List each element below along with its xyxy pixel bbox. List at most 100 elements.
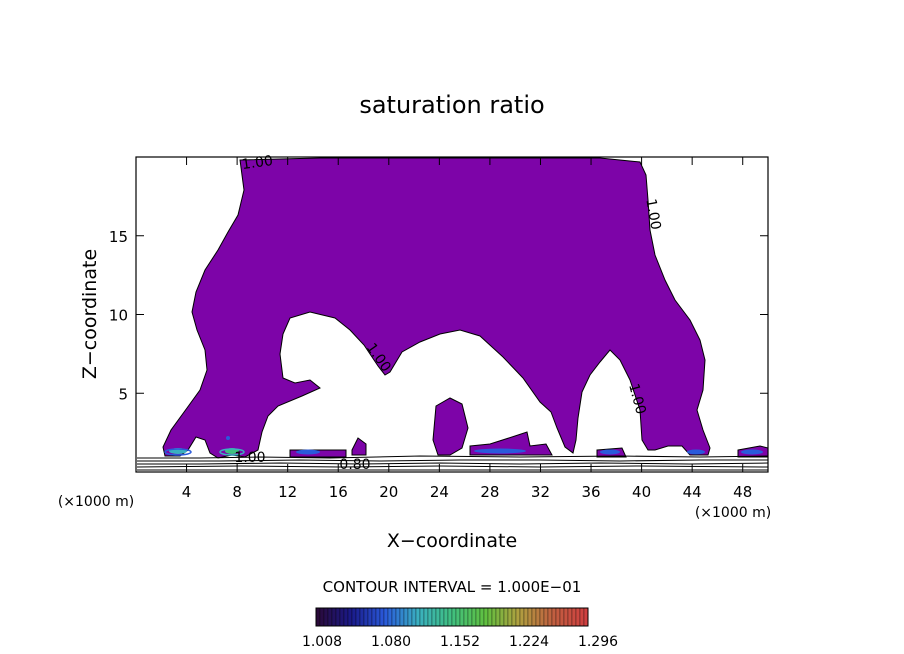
colorbar-swatch xyxy=(419,607,425,627)
colorbar-swatch xyxy=(359,607,365,627)
surface-contour-lines xyxy=(136,455,769,471)
x-tick-label: 28 xyxy=(480,483,499,501)
x-tick-label: 24 xyxy=(430,483,449,501)
colorbar-swatch xyxy=(511,607,517,627)
y-tick-label: 5 xyxy=(118,385,128,403)
colorbar-label: 1.296 xyxy=(578,634,618,650)
colorbar-swatch xyxy=(475,607,481,627)
colorbar-swatch xyxy=(539,607,545,627)
contour-labels: 1.00 1.00 1.00 1.00 1.00 0.80 xyxy=(234,153,663,473)
contour-interval-text: CONTOUR INTERVAL = 1.000E−01 xyxy=(323,578,582,596)
colorbar-swatch xyxy=(487,607,493,627)
colorbar-swatch xyxy=(431,607,437,627)
colorbar-swatch xyxy=(395,607,401,627)
colorbar-swatch xyxy=(503,607,509,627)
colorbar-swatch xyxy=(535,607,541,627)
supersaturated-region xyxy=(162,157,711,459)
colorbar-label: 1.080 xyxy=(371,634,411,650)
blue-patch xyxy=(296,449,320,455)
y-axis-ticks: 5 10 15 xyxy=(109,228,768,403)
x-tick-label: 40 xyxy=(632,483,651,501)
x-tick-label: 44 xyxy=(683,483,702,501)
supersaturated-cell-24km xyxy=(432,397,469,456)
colorbar-swatch xyxy=(499,607,505,627)
colorbar-swatch xyxy=(343,607,349,627)
colorbar-swatch xyxy=(355,607,361,627)
high-saturation-patches xyxy=(164,436,763,456)
colorbar-label: 1.152 xyxy=(440,634,480,650)
colorbar-swatch xyxy=(447,607,453,627)
colorbar-swatch xyxy=(339,607,345,627)
colorbar-swatch xyxy=(471,607,477,627)
colorbar-swatch xyxy=(459,607,465,627)
x-tick-label: 32 xyxy=(531,483,550,501)
contour-fill xyxy=(162,157,769,459)
y-axis-label: Z−coordinate xyxy=(79,249,101,379)
colorbar-swatch xyxy=(455,607,461,627)
blue-patch xyxy=(600,449,620,455)
colorbar-swatch xyxy=(371,607,377,627)
contour-label: 1.00 xyxy=(642,198,663,231)
contour-label: 1.00 xyxy=(234,450,265,466)
colorbar-swatch xyxy=(439,607,445,627)
colorbar-swatch xyxy=(571,607,577,627)
colorbar-swatch xyxy=(575,607,581,627)
colorbar-swatch xyxy=(319,607,325,627)
colorbar-label: 1.224 xyxy=(509,634,549,650)
colorbar-swatch xyxy=(531,607,537,627)
colorbar-swatch xyxy=(403,607,409,627)
colorbar-swatch xyxy=(427,607,433,627)
x-tick-label: 12 xyxy=(278,483,297,501)
supersaturated-cell-18km xyxy=(351,437,367,456)
colorbar-swatch xyxy=(551,607,557,627)
x-unit-label-left: (×1000 m) xyxy=(58,494,134,510)
colorbar-swatch xyxy=(555,607,561,627)
colorbar-swatch xyxy=(363,607,369,627)
blue-patch xyxy=(741,449,763,455)
chart-title: saturation ratio xyxy=(359,91,544,119)
colorbar-swatch xyxy=(567,607,573,627)
colorbar-swatch xyxy=(467,607,473,627)
colorbar-swatch xyxy=(423,607,429,627)
colorbar-swatch xyxy=(523,607,529,627)
x-axis-label: X−coordinate xyxy=(387,530,517,552)
colorbar-swatch xyxy=(443,607,449,627)
contour-label: 1.00 xyxy=(241,153,274,173)
y-tick-label: 10 xyxy=(109,307,128,325)
contour-label: 1.00 xyxy=(625,382,649,416)
colorbar-swatch xyxy=(391,607,397,627)
colorbar-swatch xyxy=(335,607,341,627)
y-tick-label: 15 xyxy=(109,228,128,246)
colorbar-swatch xyxy=(387,607,393,627)
colorbar-swatch xyxy=(559,607,565,627)
colorbar-swatch xyxy=(367,607,373,627)
x-tick-label: 20 xyxy=(379,483,398,501)
colorbar-swatch xyxy=(399,607,405,627)
x-axis-ticks: 4 8 12 16 20 24 28 32 36 40 44 48 xyxy=(182,157,752,501)
colorbar-swatch xyxy=(483,607,489,627)
colorbar-swatch xyxy=(327,607,333,627)
colorbar-swatch xyxy=(543,607,549,627)
colorbar-swatch xyxy=(383,607,389,627)
colorbar-swatch xyxy=(407,607,413,627)
colorbar-swatch xyxy=(519,607,525,627)
colorbar-swatch xyxy=(451,607,457,627)
colorbar-swatch xyxy=(351,607,357,627)
colorbar-swatch xyxy=(435,607,441,627)
blue-patch xyxy=(687,449,705,455)
x-tick-label: 36 xyxy=(581,483,600,501)
colorbar-swatch xyxy=(515,607,521,627)
colorbar-swatch xyxy=(563,607,569,627)
colorbar-swatch xyxy=(583,607,589,627)
colorbar-label: 1.008 xyxy=(302,634,342,650)
colorbar-labels: 1.008 1.080 1.152 1.224 1.296 xyxy=(302,634,618,650)
blue-patch xyxy=(226,436,230,440)
colorbar-swatch xyxy=(411,607,417,627)
colorbar-swatch xyxy=(579,607,585,627)
x-tick-label: 48 xyxy=(733,483,752,501)
colorbar-swatch xyxy=(491,607,497,627)
x-tick-label: 16 xyxy=(329,483,348,501)
cyan-patch xyxy=(219,448,245,456)
x-unit-label-right: (×1000 m) xyxy=(695,505,771,521)
